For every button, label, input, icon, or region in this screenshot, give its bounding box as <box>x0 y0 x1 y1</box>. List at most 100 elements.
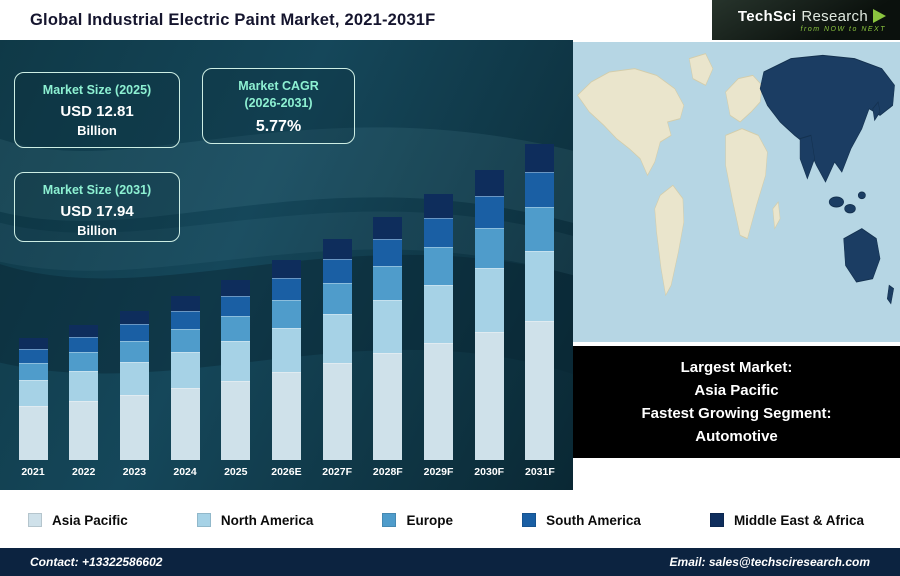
bar-segment-north-america <box>322 314 352 363</box>
bar-column-2023: 2023 <box>113 310 155 478</box>
legend-label: North America <box>220 512 314 528</box>
bar-segment-europe <box>525 206 555 252</box>
bar-column-2027f: 2027F <box>316 239 358 478</box>
legend-swatch <box>196 513 211 527</box>
bar-segment-asia-pacific <box>69 400 99 460</box>
contact-text: Contact: +13322586602 <box>30 555 163 569</box>
map-landmass-light <box>577 53 781 297</box>
largest-market-label: Largest Market: <box>680 358 793 376</box>
bar-column-2029f: 2029F <box>418 194 460 478</box>
bar-segment-north-america <box>525 251 555 321</box>
market-highlight-note: Largest Market: Asia Pacific Fastest Gro… <box>573 346 900 458</box>
bar-segment-europe <box>69 352 99 371</box>
x-axis-label: 2024 <box>173 466 197 478</box>
x-axis-label: 2027F <box>322 466 353 478</box>
bar-segment-middle-east-africa <box>170 295 200 311</box>
legend-swatch <box>709 513 724 527</box>
bar-segment-asia-pacific <box>119 394 149 460</box>
world-map-svg <box>573 42 900 342</box>
bar-chart: 2021 2022 2023 2024 2025 2026E 2027F 2028F 2029F… <box>12 143 561 478</box>
logo-brand-text-2: Research <box>801 7 868 25</box>
bar-column-2024: 2024 <box>164 295 206 478</box>
bar-segment-north-america <box>424 284 453 344</box>
bar-segment-asia-pacific <box>322 362 352 460</box>
footer-bar: Contact: +13322586602 Email: sales@techs… <box>0 548 900 576</box>
bar-segment-south-america <box>424 218 453 248</box>
bar-segment-asia-pacific <box>221 380 251 460</box>
legend-item-middle-east-africa: Middle East & Africa <box>709 512 864 528</box>
card-label: Market Size (2025) <box>42 83 152 97</box>
bar-column-2025: 2025 <box>215 279 257 478</box>
card-unit: Billion <box>77 122 117 138</box>
legend-label: Europe <box>406 512 453 528</box>
card-value: 5.77% <box>255 117 302 135</box>
bar-segment-south-america <box>221 295 251 316</box>
stacked-bar <box>69 325 99 460</box>
techsci-logo: TechSci Research from NOW to NEXT <box>712 0 900 40</box>
bar-segment-north-america <box>170 351 200 388</box>
stacked-bar <box>170 295 200 460</box>
bar-segment-south-america <box>525 172 555 207</box>
x-axis-label: 2029F <box>423 466 454 478</box>
bar-column-2028f: 2028F <box>367 217 409 478</box>
world-map <box>573 42 900 342</box>
bar-segment-north-america <box>69 370 99 401</box>
bar-segment-asia-pacific <box>424 343 453 460</box>
bar-segment-asia-pacific <box>373 353 403 460</box>
logo-wordmark: TechSci Research <box>738 8 886 25</box>
bar-segment-south-america <box>18 349 48 363</box>
bar-segment-south-america <box>322 259 352 284</box>
bar-segment-middle-east-africa <box>474 169 504 196</box>
legend-label: Asia Pacific <box>52 512 128 528</box>
bar-column-2031f: 2031F <box>519 143 561 478</box>
logo-tagline: from NOW to NEXT <box>800 25 886 33</box>
stacked-bar <box>424 194 453 460</box>
page-title: Global Industrial Electric Paint Market,… <box>30 10 436 29</box>
bar-segment-europe <box>373 265 403 300</box>
chart-panel: 2021 2022 2023 2024 2025 2026E 2027F 2028F 2029F… <box>0 40 573 490</box>
stacked-bar <box>525 143 555 460</box>
bar-column-2030f: 2030F <box>468 169 510 478</box>
card-unit: Billion <box>77 222 117 238</box>
email-text: Email: sales@techsciresearch.com <box>669 555 870 569</box>
bar-segment-middle-east-africa <box>322 239 352 260</box>
bar-column-2026e: 2026E <box>265 259 307 478</box>
fastest-segment-value: Automotive <box>695 428 778 446</box>
bar-segment-europe <box>221 315 251 341</box>
legend-item-south-america: South America <box>522 513 641 528</box>
bar-segment-asia-pacific <box>474 332 504 460</box>
bar-segment-middle-east-africa <box>525 143 555 173</box>
legend: Asia Pacific North America Europe South Ame… <box>0 490 900 550</box>
bar-segment-europe <box>424 247 453 285</box>
logo-brand-text: TechSci <box>737 7 797 25</box>
logo-arrow-icon <box>873 9 886 23</box>
x-axis-label: 2023 <box>122 466 147 478</box>
x-axis-label: 2026E <box>271 466 302 478</box>
bar-segment-asia-pacific <box>170 387 200 460</box>
x-axis-label: 2021 <box>21 466 45 478</box>
bar-segment-north-america <box>119 361 149 395</box>
card-value: USD 12.81 <box>60 102 134 120</box>
bar-segment-south-america <box>271 277 301 300</box>
bar-segment-asia-pacific <box>525 320 555 460</box>
bar-segment-south-america <box>119 324 149 341</box>
bar-segment-north-america <box>474 268 504 333</box>
bar-segment-middle-east-africa <box>373 217 403 240</box>
bar-segment-north-america <box>271 328 301 372</box>
x-axis-label: 2028F <box>372 466 403 478</box>
bar-segment-south-america <box>69 337 99 353</box>
card-value: USD 17.94 <box>60 202 134 220</box>
legend-item-europe: Europe <box>382 513 453 528</box>
fastest-segment-label: Fastest Growing Segment: <box>641 405 832 422</box>
bar-segment-north-america <box>373 299 403 354</box>
stacked-bar <box>474 169 504 460</box>
legend-label: Middle East & Africa <box>733 512 864 528</box>
card-label-line1: Market CAGR <box>238 79 319 93</box>
legend-swatch <box>28 513 42 527</box>
legend-swatch <box>522 513 537 527</box>
bar-segment-south-america <box>170 310 200 329</box>
stacked-bar <box>119 310 149 460</box>
bar-segment-middle-east-africa <box>424 194 453 219</box>
stacked-bar <box>271 259 301 460</box>
